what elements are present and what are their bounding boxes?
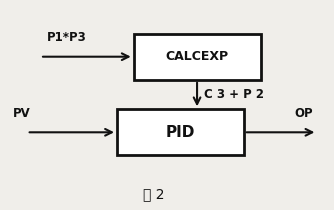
Text: 图 2: 图 2 [143,188,164,202]
Text: PV: PV [13,107,31,120]
Bar [117,109,244,155]
Text: CALCEXP: CALCEXP [166,50,228,63]
Text: PID: PID [166,125,195,140]
Text: P1*P3: P1*P3 [47,31,87,44]
Text: OP: OP [294,107,313,120]
Bar [134,34,261,80]
Text: C 3 + P 2: C 3 + P 2 [204,88,264,101]
